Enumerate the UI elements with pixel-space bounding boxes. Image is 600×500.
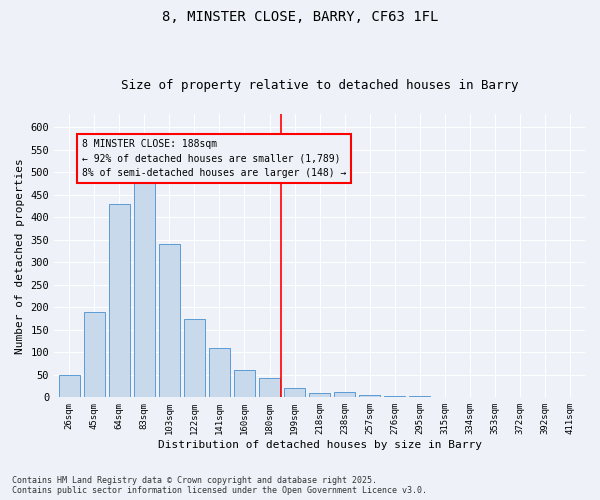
Bar — [159, 244, 180, 398]
Bar — [83, 312, 105, 398]
Bar — [59, 375, 80, 398]
Bar — [359, 395, 380, 398]
Bar — [284, 388, 305, 398]
Bar — [134, 182, 155, 398]
Bar — [209, 348, 230, 398]
Bar — [259, 378, 280, 398]
Text: Contains HM Land Registry data © Crown copyright and database right 2025.
Contai: Contains HM Land Registry data © Crown c… — [12, 476, 427, 495]
Bar — [309, 393, 330, 398]
Text: 8, MINSTER CLOSE, BARRY, CF63 1FL: 8, MINSTER CLOSE, BARRY, CF63 1FL — [162, 10, 438, 24]
Bar — [409, 396, 430, 398]
Text: 8 MINSTER CLOSE: 188sqm
← 92% of detached houses are smaller (1,789)
8% of semi-: 8 MINSTER CLOSE: 188sqm ← 92% of detache… — [82, 138, 346, 178]
Bar — [384, 396, 406, 398]
Y-axis label: Number of detached properties: Number of detached properties — [15, 158, 25, 354]
Bar — [184, 318, 205, 398]
Title: Size of property relative to detached houses in Barry: Size of property relative to detached ho… — [121, 79, 518, 92]
Bar — [234, 370, 255, 398]
Bar — [334, 392, 355, 398]
Bar — [109, 204, 130, 398]
X-axis label: Distribution of detached houses by size in Barry: Distribution of detached houses by size … — [158, 440, 482, 450]
